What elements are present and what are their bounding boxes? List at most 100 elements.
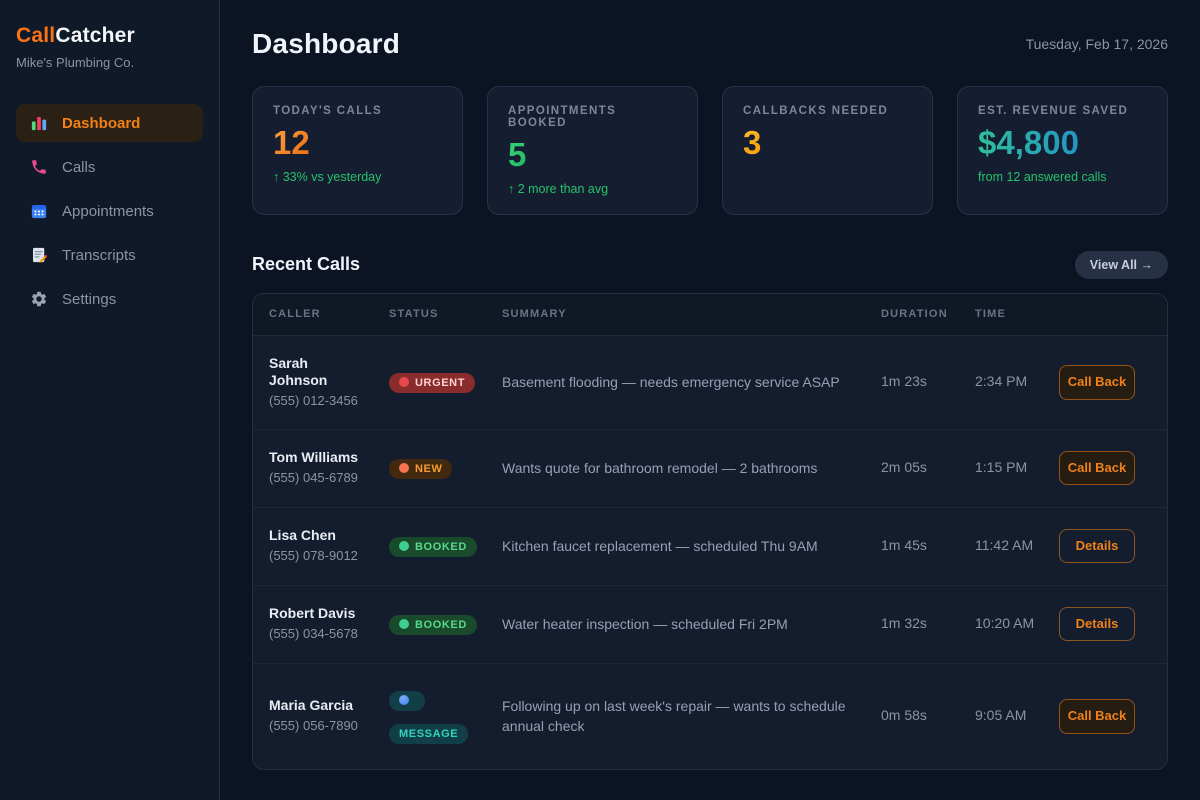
action-cell: Call Back xyxy=(1059,698,1151,734)
page-title: Dashboard xyxy=(252,28,401,59)
status-badge-new: NEW xyxy=(389,459,453,480)
call-back-button[interactable]: Call Back xyxy=(1059,364,1135,400)
call-duration: 1m 23s xyxy=(881,373,927,390)
status-badge-urgent: URGENT xyxy=(389,373,476,394)
caller-name: Sarah Johnson xyxy=(269,354,328,389)
caller-name: Robert Davis xyxy=(269,605,356,622)
stat-card-todays-calls: TODAY'S CALLS 12 ↑ 33% vs yesterday xyxy=(252,86,463,215)
sidebar-item-label: Transcripts xyxy=(62,246,136,264)
column-header-summary: SUMMARY xyxy=(502,308,567,321)
call-summary: Wants quote for bathroom remodel — 2 bat… xyxy=(502,459,818,476)
sidebar-item-label: Settings xyxy=(62,290,117,308)
sidebar-item-calls[interactable]: Calls xyxy=(16,148,203,186)
call-duration: 1m 45s xyxy=(881,537,927,554)
caller-phone: (555) 045-6789 xyxy=(269,469,358,485)
caller-cell: Maria Garcia (555) 056-7890 xyxy=(269,697,389,734)
caller-phone: (555) 056-7890 xyxy=(269,717,358,733)
sidebar-item-transcripts[interactable]: Transcripts xyxy=(16,236,203,274)
details-button[interactable]: Details xyxy=(1059,606,1135,642)
status-label: NEW xyxy=(415,463,443,476)
status-dot xyxy=(399,377,409,388)
caller-phone: (555) 012-3456 xyxy=(269,392,358,408)
sidebar-item-appointments[interactable]: Appointments xyxy=(16,192,203,230)
stat-label: TODAY'S CALLS xyxy=(273,105,383,117)
caller-cell: Lisa Chen (555) 078-9012 xyxy=(269,527,389,564)
call-duration: 2m 05s xyxy=(881,459,927,476)
stat-value: 3 xyxy=(743,124,762,161)
caller-phone: (555) 034-5678 xyxy=(269,625,358,641)
logo-rest-text: Catcher xyxy=(55,24,135,47)
column-header-time: TIME xyxy=(975,308,1007,321)
caller-cell: Robert Davis (555) 034-5678 xyxy=(269,605,389,642)
call-time: 2:34 PM xyxy=(975,373,1028,390)
bar-chart-icon xyxy=(30,114,48,132)
status-dot xyxy=(399,694,409,705)
sidebar: CallCatcher Mike's Plumbing Co. Dashboar… xyxy=(0,0,220,800)
table-header-row: CALLER STATUS SUMMARY DURATION TIME xyxy=(253,293,1167,336)
table-row: Maria Garcia (555) 056-7890 MESSAGE Foll… xyxy=(253,664,1167,769)
column-header-status: STATUS xyxy=(389,308,439,321)
stat-card-callbacks-needed: CALLBACKS NEEDED 3 xyxy=(722,86,933,215)
stat-value: $4,800 xyxy=(978,124,1079,161)
table-row: Lisa Chen (555) 078-9012 BOOKED Kitchen … xyxy=(253,508,1167,586)
stat-label: APPOINTMENTS BOOKED xyxy=(508,105,617,129)
call-time: 10:20 AM xyxy=(975,615,1035,632)
action-cell: Call Back xyxy=(1059,364,1151,400)
stat-label: EST. REVENUE SAVED xyxy=(978,105,1129,117)
sidebar-item-label: Appointments xyxy=(62,202,154,220)
status-cell: MESSAGE xyxy=(389,683,502,750)
status-badge-booked: BOOKED xyxy=(389,615,477,636)
call-back-button[interactable]: Call Back xyxy=(1059,450,1135,486)
column-header-caller: CALLER xyxy=(269,308,321,321)
table-row: Sarah Johnson (555) 012-3456 URGENT Base… xyxy=(253,336,1167,430)
main-content: Dashboard Tuesday, Feb 17, 2026 TODAY'S … xyxy=(220,0,1200,800)
logo-accent-text: Call xyxy=(16,24,56,47)
call-summary: Basement flooding — needs emergency serv… xyxy=(502,373,840,390)
call-summary: Water heater inspection — scheduled Fri … xyxy=(502,615,788,632)
action-cell: Details xyxy=(1059,528,1151,564)
stat-label: CALLBACKS NEEDED xyxy=(743,105,889,117)
stat-delta: ↑ 33% vs yesterday xyxy=(273,169,382,184)
call-back-button[interactable]: Call Back xyxy=(1059,698,1135,734)
status-dot xyxy=(399,619,409,630)
caller-phone: (555) 078-9012 xyxy=(269,547,358,563)
call-summary: Kitchen faucet replacement — scheduled T… xyxy=(502,537,818,554)
status-badge-booked: BOOKED xyxy=(389,537,477,558)
recent-calls-title: Recent Calls xyxy=(252,254,361,275)
stat-value: 5 xyxy=(508,136,527,173)
details-button[interactable]: Details xyxy=(1059,528,1135,564)
company-name: Mike's Plumbing Co. xyxy=(16,55,135,70)
status-dot xyxy=(399,541,409,552)
sidebar-item-settings[interactable]: Settings xyxy=(16,280,203,318)
stat-delta: ↑ 2 more than avg xyxy=(508,181,609,196)
sidebar-item-label: Calls xyxy=(62,158,96,176)
call-time: 9:05 AM xyxy=(975,707,1027,724)
caller-name: Maria Garcia xyxy=(269,697,354,714)
status-label: BOOKED xyxy=(415,619,467,632)
caller-cell: Tom Williams (555) 045-6789 xyxy=(269,449,389,486)
status-badge-message: MESSAGE xyxy=(389,690,469,745)
status-dot xyxy=(399,463,409,474)
caller-name: Tom Williams xyxy=(269,449,359,466)
column-header-duration: DURATION xyxy=(881,308,948,321)
call-duration: 0m 58s xyxy=(881,707,927,724)
sidebar-item-dashboard[interactable]: Dashboard xyxy=(16,104,203,142)
call-time: 1:15 PM xyxy=(975,459,1028,476)
caller-cell: Sarah Johnson (555) 012-3456 xyxy=(269,355,389,410)
view-all-button[interactable]: View All → xyxy=(1074,250,1168,279)
sidebar-item-label: Dashboard xyxy=(62,114,141,132)
app-logo: CallCatcher xyxy=(16,24,203,48)
status-cell: BOOKED xyxy=(389,529,502,563)
stat-card-revenue-saved: EST. REVENUE SAVED $4,800 from 12 answer… xyxy=(957,86,1168,215)
action-cell: Details xyxy=(1059,606,1151,642)
status-cell: BOOKED xyxy=(389,607,502,641)
stat-card-appointments-booked: APPOINTMENTS BOOKED 5 ↑ 2 more than avg xyxy=(487,86,698,215)
calendar-icon xyxy=(30,202,48,220)
current-date: Tuesday, Feb 17, 2026 xyxy=(1025,36,1168,52)
call-time: 11:42 AM xyxy=(975,537,1034,554)
status-cell: URGENT xyxy=(389,365,502,399)
call-duration: 1m 32s xyxy=(881,615,927,632)
status-label: MESSAGE xyxy=(399,728,459,741)
table-row: Tom Williams (555) 045-6789 NEW Wants qu… xyxy=(253,430,1167,508)
recent-calls-table: CALLER STATUS SUMMARY DURATION TIME Sara… xyxy=(252,292,1168,770)
